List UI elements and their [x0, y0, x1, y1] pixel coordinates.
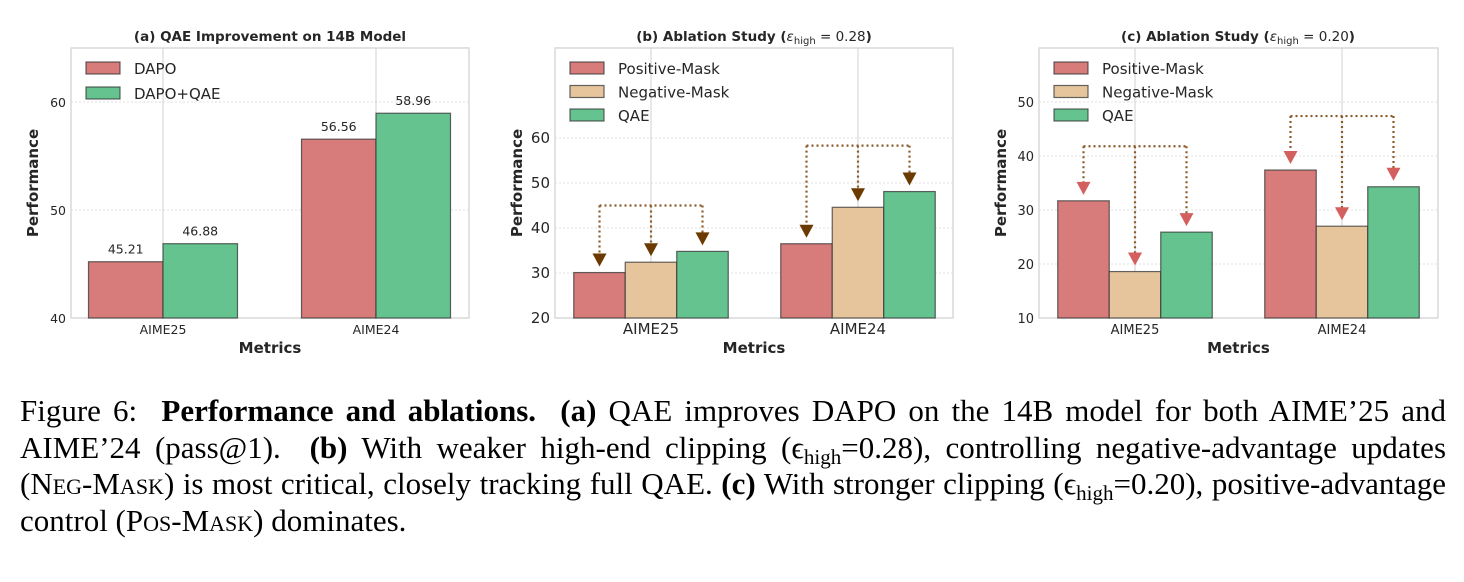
x-tick-label: AIME25 [623, 320, 679, 338]
arrowhead-icon [799, 224, 814, 238]
legend-swatch [1053, 84, 1089, 99]
y-tick-label: 40 [531, 219, 550, 237]
bar-negative-mask-aime25 [1108, 270, 1162, 319]
y-axis-label: Performance [992, 129, 1010, 237]
legend-label: QAE [618, 107, 650, 125]
x-axis-label: Metrics [239, 339, 302, 357]
bar-dapo-aime25 [87, 261, 164, 319]
legend-swatch [85, 86, 121, 100]
legend-swatch [1053, 108, 1089, 122]
x-tick-label: AIME25 [1111, 323, 1160, 338]
y-tick-label: 50 [1017, 96, 1034, 111]
y-tick-label: 20 [531, 309, 550, 327]
bar-negative-mask-aime25 [624, 261, 678, 319]
figure-caption: Figure 6: Performance and ablations. (a)… [20, 393, 1446, 539]
bar-positive-mask-aime25 [573, 271, 626, 319]
legend-label: Negative-Mask [1102, 84, 1214, 102]
caption-c-text-3: ) dominates. [253, 502, 407, 538]
arrowhead-icon [851, 188, 865, 202]
bar-dapo-aime24 [300, 138, 377, 319]
bar-qae-aime24 [883, 190, 936, 319]
arrowhead-icon [592, 253, 607, 267]
bar-negative-mask-aime24 [831, 206, 885, 319]
y-tick-label: 60 [50, 95, 66, 110]
caption-a-text: QAE improves DAPO on the 14B model for b… [20, 393, 1446, 465]
chart-title: (c) Ablation Study (εhigh = 0.20) [1121, 29, 1355, 47]
y-axis-label: Performance [24, 129, 42, 237]
arrowhead-icon [695, 232, 710, 246]
legend-swatch [569, 61, 605, 75]
y-tick-label: 20 [1017, 258, 1034, 273]
x-axis-label: Metrics [723, 339, 786, 357]
bar-positive-mask-aime24 [1264, 169, 1317, 319]
caption-figure-label: Figure 6: [20, 393, 138, 428]
legend-label: DAPO+QAE [134, 85, 221, 103]
legend-swatch [569, 84, 605, 99]
legend-label: Negative-Mask [618, 84, 730, 102]
bar-value-label: 46.88 [182, 224, 218, 239]
bar-dapo-qae-aime24 [375, 112, 452, 319]
caption-b-text-1: With weaker high-end clipping ( [361, 429, 792, 465]
figure-charts: 40 50 60 45.21 56.56 46.88 58.96 AIME25 AIME24 DA… [24, 29, 1439, 357]
y-tick-label: 40 [50, 311, 66, 326]
arrowhead-icon [1128, 252, 1142, 266]
x-tick-label: AIME24 [353, 322, 400, 337]
caption-pos-mask: Pos-Mask [125, 502, 254, 538]
x-axis-label: Metrics [1207, 339, 1270, 357]
bar-qae-aime25 [676, 250, 729, 319]
y-tick-label: 30 [1017, 204, 1034, 219]
bar-dapo-qae-aime25 [162, 243, 239, 319]
caption-c-epsilon: ϵ [1063, 466, 1077, 501]
y-tick-label: 30 [531, 264, 550, 282]
chart-b: 20 30 40 50 60 AIME25 AIME24 Positive-Mask Negat… [508, 29, 954, 357]
arrowhead-icon [1335, 207, 1349, 221]
caption-a-label: (a) [560, 393, 597, 428]
chart-a: 40 50 60 45.21 56.56 46.88 58.96 AIME25 AIME24 DA… [24, 29, 470, 357]
bar-positive-mask-aime25 [1057, 200, 1110, 319]
bar-negative-mask-aime24 [1315, 225, 1369, 319]
legend-swatch [569, 108, 605, 122]
bar-value-label: 56.56 [321, 119, 357, 134]
caption-b-text-2: =0.28), controlling negative-advantage u… [20, 429, 1447, 502]
legend-label: DAPO [134, 60, 176, 78]
arrowhead-icon [1179, 213, 1194, 227]
caption-bold-title: Performance and ablations. [161, 393, 537, 428]
chart-title: (b) Ablation Study (εhigh = 0.28) [636, 29, 872, 47]
legend-label: Positive-Mask [1102, 60, 1204, 78]
caption-b-sub: high [803, 444, 842, 469]
y-tick-label: 40 [1017, 150, 1034, 165]
legend-swatch [1053, 61, 1089, 75]
arrowhead-icon [1283, 151, 1298, 165]
bar-qae-aime24 [1367, 186, 1420, 319]
caption-c-label: (c) [721, 466, 756, 501]
arrowhead-icon [902, 172, 917, 186]
x-tick-label: AIME24 [1318, 323, 1367, 338]
caption-c-text-2: =0.20), positive-advantage control ( [20, 466, 1446, 538]
y-tick-label: 50 [531, 174, 550, 192]
legend-label: Positive-Mask [618, 60, 720, 78]
bar-positive-mask-aime24 [780, 243, 833, 319]
caption-b-text-3: ) is most critical, closely tracking ful… [163, 466, 713, 501]
legend-swatch [85, 61, 121, 75]
caption-neg-mask: Neg-Mask [30, 466, 164, 501]
x-tick-label: AIME24 [830, 320, 886, 338]
arrowhead-icon [1386, 167, 1401, 181]
bar-value-label: 45.21 [108, 242, 144, 257]
legend-label: QAE [1102, 107, 1134, 125]
caption-b-epsilon: ϵ [791, 429, 804, 465]
chart-title: (a) QAE Improvement on 14B Model [134, 29, 406, 45]
chart-c: 10 20 30 40 50 AIME25 AIME24 Positive-Mask Negat… [992, 29, 1439, 357]
bar-qae-aime25 [1160, 231, 1213, 319]
arrowhead-icon [1076, 181, 1091, 195]
y-tick-label: 10 [1017, 312, 1034, 327]
caption-b-label: (b) [309, 429, 348, 465]
y-axis-label: Performance [508, 129, 526, 237]
caption-c-text-1: With stronger clipping ( [763, 466, 1064, 501]
caption-c-sub: high [1076, 481, 1114, 505]
x-tick-label: AIME25 [140, 322, 187, 337]
arrowhead-icon [644, 243, 658, 257]
y-tick-label: 50 [50, 203, 66, 218]
y-tick-label: 60 [531, 129, 550, 147]
bar-value-label: 58.96 [395, 93, 431, 108]
